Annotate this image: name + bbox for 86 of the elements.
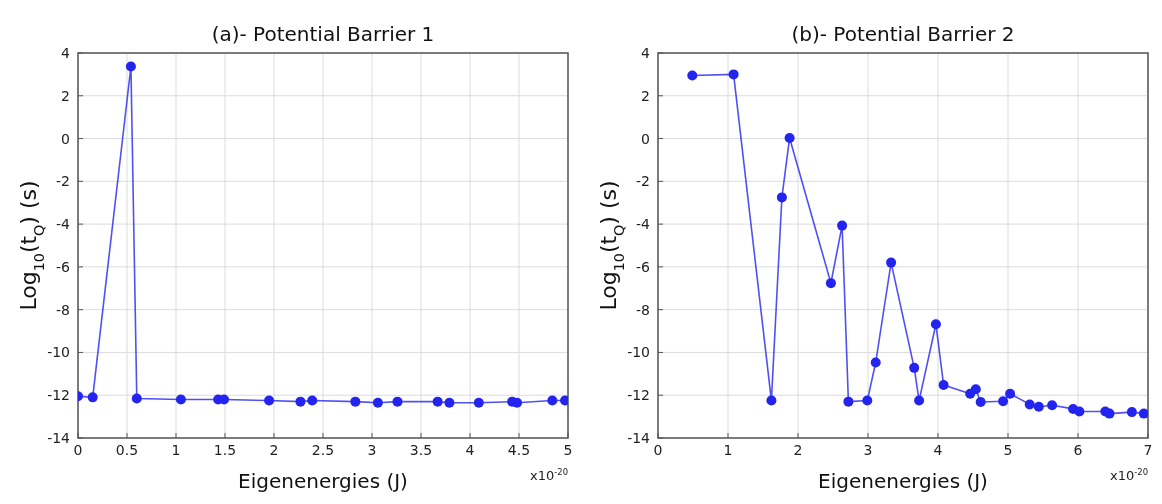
x-tick-label: 2 <box>793 442 803 458</box>
x-tick-label: 3 <box>367 442 377 458</box>
x-tick-label: 2 <box>269 442 279 458</box>
text: x10$^{-20}$ <box>1109 467 1148 483</box>
x-tick-label: 0 <box>653 442 663 458</box>
point <box>473 397 484 408</box>
point <box>444 397 455 408</box>
y-tick-label: 0 <box>641 130 650 147</box>
x-tick-label: 3.5 <box>409 442 433 458</box>
chart-title: (b)- Potential Barrier 2 <box>791 22 1015 46</box>
x-axis-title: Eigenenergies (J) <box>238 469 408 493</box>
point <box>784 132 795 143</box>
point <box>970 384 981 395</box>
x-tick-label: 5 <box>563 442 573 458</box>
y-tick-label: 4 <box>641 45 651 61</box>
y-tick-label: -8 <box>56 301 70 318</box>
y-tick-label: -8 <box>636 301 650 318</box>
x-tick-label: 6 <box>1073 442 1083 458</box>
x-tick-label: 7 <box>1143 442 1153 458</box>
y-tick-label: -4 <box>56 216 71 233</box>
point <box>432 396 443 407</box>
point <box>512 397 523 408</box>
point <box>938 379 949 390</box>
x-tick-label: 4.5 <box>507 442 531 458</box>
y-tick-label: -12 <box>627 387 650 404</box>
y-tick-label: 2 <box>61 87 70 104</box>
y-tick-label: -2 <box>56 173 70 190</box>
point <box>392 396 403 407</box>
point <box>909 362 920 373</box>
point <box>547 395 558 406</box>
point <box>131 393 142 404</box>
point <box>1047 400 1058 411</box>
point <box>125 61 136 72</box>
point <box>264 395 275 406</box>
x-axis-title: Eigenenergies (J) <box>818 469 988 493</box>
point <box>975 397 986 408</box>
point <box>1138 408 1148 419</box>
y-tick-label: -6 <box>636 258 651 275</box>
x-tick-label: 2.5 <box>311 442 335 458</box>
x-tick-label: 1 <box>171 442 181 458</box>
y-tick-label: -4 <box>636 216 651 233</box>
y-tick-label: -6 <box>56 258 71 275</box>
y-tick-label: 0 <box>61 130 70 147</box>
x-tick-label: 1.5 <box>213 442 237 458</box>
chart-title: (a)- Potential Barrier 1 <box>211 22 435 46</box>
y-tick-label: 4 <box>61 45 71 61</box>
point <box>914 395 925 406</box>
point <box>870 357 881 368</box>
point <box>766 395 777 406</box>
x-tick-label: 5 <box>1003 442 1013 458</box>
point <box>825 278 836 289</box>
point <box>728 69 739 80</box>
point <box>175 394 186 405</box>
point <box>843 396 854 407</box>
x-tick-label: 4 <box>465 442 475 458</box>
point <box>1005 388 1016 399</box>
point <box>837 220 848 231</box>
point <box>1033 401 1044 412</box>
x-tick-label: 3 <box>863 442 873 458</box>
point <box>1126 407 1137 418</box>
point <box>776 192 787 203</box>
point <box>307 395 318 406</box>
y-tick-label: -12 <box>47 387 70 404</box>
point <box>295 396 306 407</box>
point <box>687 70 698 81</box>
point <box>372 397 383 408</box>
text: x10$^{-20}$ <box>529 467 568 483</box>
y-tick-label: -14 <box>47 430 71 446</box>
x-tick-label: 0 <box>73 442 83 458</box>
x-tick-label: 4 <box>933 442 943 458</box>
y-tick-label: -10 <box>627 344 650 361</box>
y-tick-label: -10 <box>47 344 70 361</box>
point <box>862 395 873 406</box>
y-tick-label: -14 <box>627 430 651 446</box>
point <box>350 396 361 407</box>
point <box>886 257 897 268</box>
point <box>1024 399 1035 410</box>
point <box>1104 408 1115 419</box>
x-tick-label: 0.5 <box>115 442 139 458</box>
point <box>87 392 98 403</box>
y-tick-label: 2 <box>641 87 650 104</box>
point <box>1074 406 1085 417</box>
y-tick-label: -2 <box>636 173 650 190</box>
point <box>930 319 941 330</box>
point <box>998 396 1009 407</box>
x-tick-label: 1 <box>723 442 733 458</box>
